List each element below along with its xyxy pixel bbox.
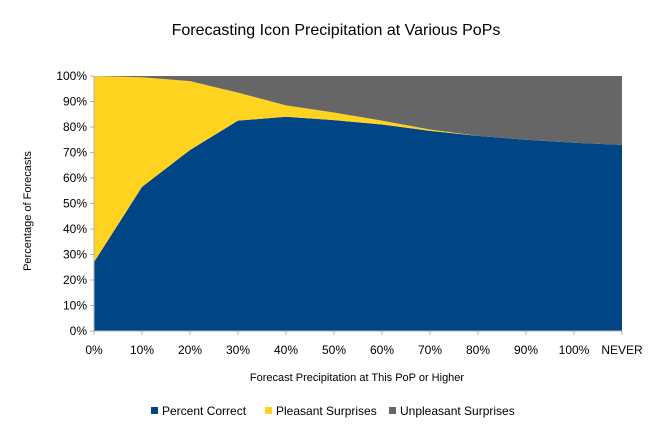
y-axis: 0% 10% 20% 30% 40% 50% 60% 70% 80% 90% 100%: [56, 69, 95, 338]
legend-label: Percent Correct: [162, 404, 247, 418]
x-tick-label: 30%: [226, 343, 250, 357]
y-tick-label: 30%: [63, 248, 87, 262]
series-area-1: [94, 76, 622, 263]
x-tick-label: 40%: [274, 343, 298, 357]
y-tick-label: 20%: [63, 273, 87, 287]
y-tick-label: 60%: [63, 171, 87, 185]
legend-swatch: [389, 407, 396, 414]
y-tick-label: 50%: [63, 197, 87, 211]
series-area-0: [94, 116, 622, 331]
legend-label: Unpleasant Surprises: [400, 404, 515, 418]
x-tick-label: 60%: [370, 343, 394, 357]
y-axis-title: Percentage of Forecasts: [22, 151, 34, 271]
plot-area: [94, 76, 622, 331]
x-tick-label: 50%: [322, 343, 346, 357]
x-tick-label: 10%: [130, 343, 154, 357]
y-tick-label: 70%: [63, 146, 87, 160]
x-tick-label: 20%: [178, 343, 202, 357]
x-tick-label: 90%: [514, 343, 538, 357]
chart-title: Forecasting Icon Precipitation at Variou…: [172, 22, 501, 39]
x-tick-label: 80%: [466, 343, 490, 357]
y-tick-label: 90%: [63, 95, 87, 109]
legend-swatch: [265, 407, 272, 414]
x-tick-label: 100%: [559, 343, 590, 357]
legend: Percent Correct Pleasant Surprises Unpleas…: [151, 404, 515, 418]
x-tick-label: 70%: [418, 343, 442, 357]
legend-label: Pleasant Surprises: [276, 404, 377, 418]
legend-swatch: [151, 407, 158, 414]
y-tick-label: 80%: [63, 120, 87, 134]
y-tick-label: 40%: [63, 222, 87, 236]
x-axis: 0% 10% 20% 30% 40% 50% 60% 70% 80% 90% 100% NEVER: [85, 330, 643, 357]
x-axis-title: Forecast Precipitation at This PoP or Hi…: [250, 372, 465, 384]
y-tick-label: 100%: [56, 69, 87, 83]
x-tick-label: NEVER: [601, 343, 643, 357]
series-area-2: [94, 76, 622, 145]
y-tick-label: 0%: [70, 324, 88, 338]
x-tick-label: 0%: [85, 343, 103, 357]
y-tick-label: 10%: [63, 299, 87, 313]
